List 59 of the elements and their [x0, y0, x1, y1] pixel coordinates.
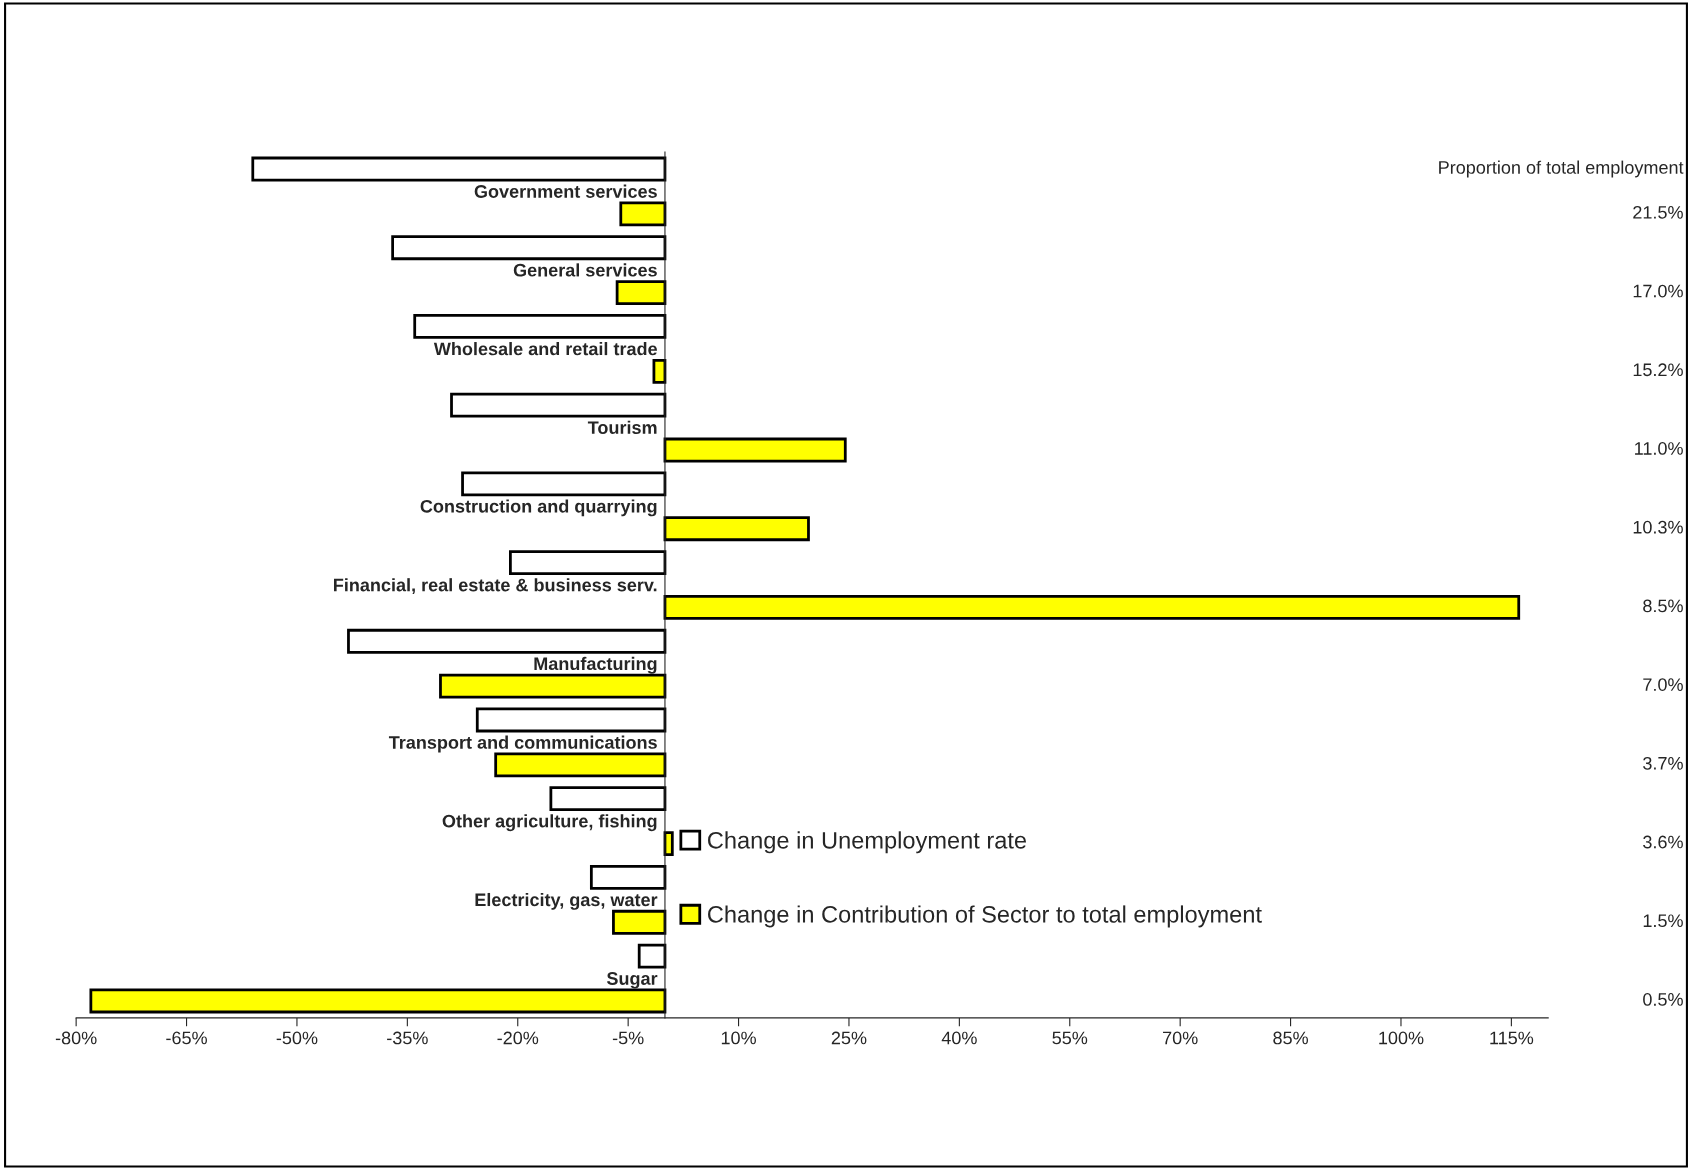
text: 7.0%: [1643, 678, 1683, 691]
bar: [509, 550, 667, 575]
bar: [549, 786, 667, 812]
x-tick-label: -20%: [497, 1031, 539, 1045]
legend-label: Change in Unemployment rate: [708, 831, 1027, 854]
bar: [347, 628, 667, 654]
bar: [439, 673, 667, 699]
bar: [391, 235, 667, 261]
x-tick-label: 40%: [941, 1031, 977, 1045]
y-tick-label: Tourism: [587, 420, 657, 434]
annotation: Proportion of total employment: [1439, 160, 1684, 178]
bar: [89, 988, 667, 1014]
text: 0.5%: [1643, 993, 1683, 1006]
y-tick-label: Government services: [474, 184, 657, 198]
x-tick-label: 55%: [1052, 1031, 1088, 1045]
y-tick-label: Electricity, gas, water: [475, 892, 658, 910]
text: 11.0%: [1635, 442, 1683, 455]
x-tick-label: 70%: [1163, 1031, 1198, 1045]
y-tick-label: Sugar: [606, 972, 658, 989]
text: 8.5%: [1643, 599, 1683, 613]
text: 15.2%: [1633, 363, 1683, 377]
bar: [663, 437, 847, 463]
bar: [450, 392, 667, 418]
text: 21.5%: [1633, 205, 1683, 219]
text: 1.5%: [1643, 914, 1683, 928]
x-tick-label: -80%: [55, 1031, 97, 1045]
x-tick-label: -35%: [387, 1031, 428, 1045]
y-tick-label: Other agriculture, fishing: [442, 814, 657, 832]
x-tick-label: -50%: [276, 1031, 318, 1045]
text: 17.0%: [1633, 284, 1683, 298]
bar: [589, 864, 667, 890]
bar: [619, 201, 667, 227]
x-tick-label: 100%: [1379, 1031, 1424, 1045]
bar: [475, 707, 667, 733]
x-tick-label: 115%: [1490, 1031, 1534, 1045]
text: 3.6%: [1643, 835, 1683, 849]
x-tick-label: 85%: [1273, 1031, 1308, 1045]
bar: [663, 595, 1521, 620]
bar: [612, 909, 667, 935]
text: 3.7%: [1643, 756, 1683, 770]
legend-label: Change in Contribution of Sector to total employment: [708, 905, 1262, 928]
y-tick-label: Transport and communications: [388, 735, 657, 753]
x-tick-label: -65%: [166, 1031, 207, 1045]
bar: [663, 516, 810, 542]
bar: [615, 280, 667, 305]
bar: [637, 943, 667, 969]
bar: [413, 314, 667, 339]
x-tick-label: 10%: [721, 1031, 756, 1045]
bar: [494, 752, 667, 778]
x-tick-label: -5%: [612, 1031, 644, 1045]
y-tick-label: Construction and quarrying: [420, 499, 657, 517]
y-tick-label: Manufacturing: [534, 656, 657, 674]
y-tick-label: Wholesale and retail trade: [433, 342, 657, 356]
y-tick-label: Financial, real estate & business serv.: [334, 578, 657, 595]
text: 10.3%: [1633, 520, 1683, 534]
x-tick-label: 25%: [831, 1031, 867, 1045]
bar: [251, 156, 667, 182]
y-tick-label: General services: [513, 263, 657, 277]
bar: [461, 471, 667, 497]
